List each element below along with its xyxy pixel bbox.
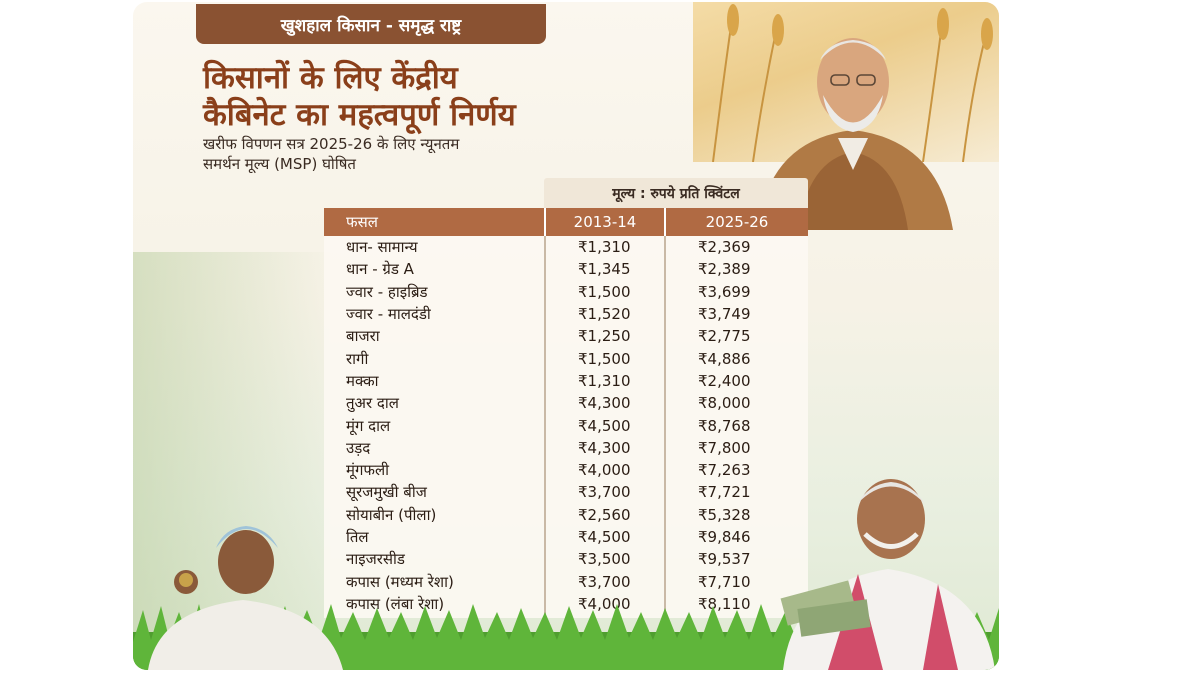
price-2013-14: ₹1,250 <box>544 325 664 348</box>
price-2013-14: ₹2,560 <box>544 503 664 526</box>
subtitle: खरीफ विपणन सत्र 2025-26 के लिए न्यूनतम स… <box>203 134 663 174</box>
crop-name: ज्वार - हाइब्रिड <box>346 282 428 301</box>
crop-name: मक्का <box>346 371 379 390</box>
crop-name: धान - ग्रेड A <box>346 260 414 279</box>
table-row: मूंग दाल ₹4,500 ₹8,768 <box>324 414 808 437</box>
crop-name: मूंग दाल <box>346 416 391 435</box>
crop-name: उड़द <box>346 438 371 457</box>
table-row: बाजरा ₹1,250 ₹2,775 <box>324 325 808 348</box>
price-2025-26: ₹8,110 <box>664 592 808 616</box>
crop-name: मूंगफली <box>346 461 390 480</box>
price-2013-14: ₹1,345 <box>544 258 664 281</box>
price-2025-26: ₹8,000 <box>664 392 808 415</box>
header-crop: फसल <box>346 213 378 231</box>
header-2013-14: 2013-14 <box>544 208 664 236</box>
table-body: धान- सामान्य ₹1,310 ₹2,369 धान - ग्रेड A ₹1,… <box>324 236 808 616</box>
price-2013-14: ₹4,300 <box>544 436 664 459</box>
price-2013-14: ₹1,310 <box>544 369 664 393</box>
title-line-2: कैबिनेट का महत्वपूर्ण निर्णय <box>203 97 516 133</box>
crop-name: सोयाबीन (पीला) <box>346 505 437 524</box>
crop-name: कपास (मध्यम रेशा) <box>346 572 454 591</box>
price-2013-14: ₹4,500 <box>544 414 664 437</box>
table-row: मक्का ₹1,310 ₹2,400 <box>324 369 808 393</box>
table-row: सोयाबीन (पीला) ₹2,560 ₹5,328 <box>324 503 808 526</box>
table-header-row: फसल 2013-14 2025-26 <box>324 208 808 236</box>
crop-name: सूरजमुखी बीज <box>346 483 427 502</box>
price-2013-14: ₹4,300 <box>544 392 664 415</box>
crop-name: कपास (लंबा रेशा) <box>346 594 445 613</box>
elder-farmer-illustration <box>780 479 995 670</box>
price-2025-26: ₹7,800 <box>664 436 808 459</box>
price-2013-14: ₹3,700 <box>544 570 664 593</box>
subtitle-line-2: समर्थन मूल्य (MSP) घोषित <box>203 155 356 173</box>
msp-poster: खुशहाल किसान - समृद्ध राष्ट्र किसानों के… <box>133 2 999 670</box>
price-2025-26: ₹2,389 <box>664 258 808 281</box>
subtitle-line-1: खरीफ विपणन सत्र 2025-26 के लिए न्यूनतम <box>203 135 460 153</box>
price-2025-26: ₹2,369 <box>664 236 808 259</box>
table-row: सूरजमुखी बीज ₹3,700 ₹7,721 <box>324 481 808 504</box>
header-2025-26: 2025-26 <box>664 208 808 236</box>
table-row: तुअर दाल ₹4,300 ₹8,000 <box>324 392 808 415</box>
title-line-1: किसानों के लिए केंद्रीय <box>203 60 458 96</box>
price-2025-26: ₹9,846 <box>664 525 808 549</box>
price-2013-14: ₹4,000 <box>544 458 664 482</box>
table-row: ज्वार - मालदंडी ₹1,520 ₹3,749 <box>324 302 808 326</box>
page-title: किसानों के लिए केंद्रीय कैबिनेट का महत्व… <box>203 60 723 134</box>
price-2013-14: ₹3,700 <box>544 481 664 504</box>
table-row: तिल ₹4,500 ₹9,846 <box>324 525 808 549</box>
price-2013-14: ₹1,500 <box>544 280 664 303</box>
price-2013-14: ₹3,500 <box>544 548 664 571</box>
crop-name: रागी <box>346 349 369 368</box>
price-2025-26: ₹5,328 <box>664 503 808 526</box>
crop-name: बाजरा <box>346 327 380 346</box>
table-row: मूंगफली ₹4,000 ₹7,263 <box>324 458 808 482</box>
price-2025-26: ₹4,886 <box>664 347 808 370</box>
table-row: धान - ग्रेड A ₹1,345 ₹2,389 <box>324 258 808 281</box>
price-2025-26: ₹3,749 <box>664 302 808 326</box>
price-2025-26: ₹3,699 <box>664 280 808 303</box>
price-2025-26: ₹7,263 <box>664 458 808 482</box>
table-row: नाइजरसीड ₹3,500 ₹9,537 <box>324 548 808 571</box>
price-2013-14: ₹1,500 <box>544 347 664 370</box>
price-2025-26: ₹9,537 <box>664 548 808 571</box>
crop-name: ज्वार - मालदंडी <box>346 305 431 324</box>
field-background <box>133 252 333 670</box>
price-2025-26: ₹7,721 <box>664 481 808 504</box>
campaign-tag: खुशहाल किसान - समृद्ध राष्ट्र <box>196 4 546 44</box>
price-2025-26: ₹7,710 <box>664 570 808 593</box>
price-2025-26: ₹2,775 <box>664 325 808 348</box>
msp-table: फसल 2013-14 2025-26 धान- सामान्य ₹1,310 ₹2… <box>324 208 808 618</box>
unit-label: मूल्य : रुपये प्रति क्विंटल <box>544 178 808 208</box>
price-2025-26: ₹2,400 <box>664 369 808 393</box>
woman-farmer-illustration <box>148 526 343 670</box>
crop-name: तुअर दाल <box>346 394 399 413</box>
table-row: कपास (मध्यम रेशा) ₹3,700 ₹7,710 <box>324 570 808 593</box>
price-2013-14: ₹1,310 <box>544 236 664 259</box>
crop-name: तिल <box>346 528 369 546</box>
wheat-stalks-illustration <box>712 4 993 162</box>
table-row: उड़द ₹4,300 ₹7,800 <box>324 436 808 459</box>
price-2013-14: ₹4,500 <box>544 525 664 549</box>
crop-name: नाइजरसीड <box>346 550 405 569</box>
table-row: रागी ₹1,500 ₹4,886 <box>324 347 808 370</box>
crop-name: धान- सामान्य <box>346 238 418 257</box>
table-row: ज्वार - हाइब्रिड ₹1,500 ₹3,699 <box>324 280 808 303</box>
price-2013-14: ₹1,520 <box>544 302 664 326</box>
table-row: धान- सामान्य ₹1,310 ₹2,369 <box>324 236 808 259</box>
price-2025-26: ₹8,768 <box>664 414 808 437</box>
